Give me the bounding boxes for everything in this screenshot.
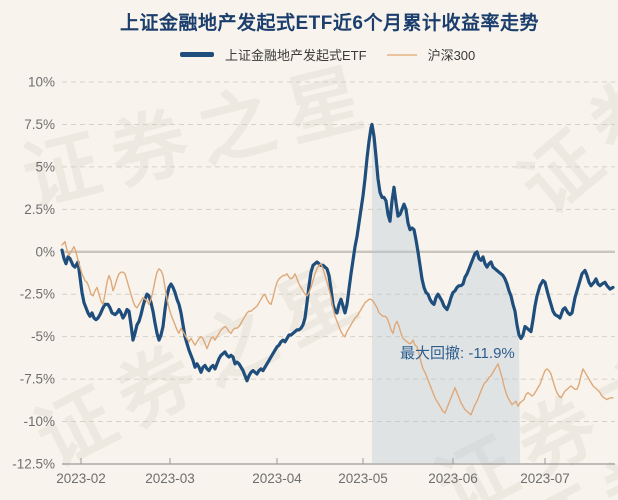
max-drawdown-region — [372, 124, 520, 464]
max-drawdown-annotation: 最大回撤: -11.9% — [400, 345, 515, 362]
legend: 上证金融地产发起式ETF 沪深300 — [180, 45, 475, 64]
x-tick-label: 2023-05 — [338, 471, 388, 486]
chart-title: 上证金融地产发起式ETF近6个月累计收益率走势 — [120, 13, 539, 34]
x-tick-label: 2023-04 — [252, 471, 302, 486]
legend-label-etf: 上证金融地产发起式ETF — [225, 48, 367, 63]
series-line-hs300 — [61, 240, 614, 416]
x-tick-label: 2023-02 — [56, 471, 106, 486]
x-tick-label: 2023-07 — [520, 471, 570, 486]
x-tick-label: 2023-03 — [145, 471, 195, 486]
legend-swatch-etf — [180, 52, 214, 57]
y-tick-label: -10% — [23, 414, 55, 429]
legend-item-hs300: 沪深300 — [386, 45, 476, 64]
y-tick-label: 0% — [35, 244, 55, 259]
x-tick-label: 2023-06 — [428, 471, 478, 486]
legend-swatch-hs300 — [386, 53, 417, 56]
y-tick-label: -5% — [31, 329, 55, 344]
y-tick-label: 2.5% — [24, 202, 55, 217]
y-tick-label: -12.5% — [12, 457, 55, 472]
legend-label-hs300: 沪深300 — [427, 48, 476, 63]
y-tick-label: 10% — [28, 75, 55, 90]
legend-item-etf: 上证金融地产发起式ETF — [180, 45, 367, 64]
y-tick-label: -7.5% — [20, 372, 55, 387]
y-tick-label: 7.5% — [24, 117, 55, 132]
y-tick-label: -2.5% — [20, 287, 55, 302]
y-tick-label: 5% — [35, 159, 55, 174]
